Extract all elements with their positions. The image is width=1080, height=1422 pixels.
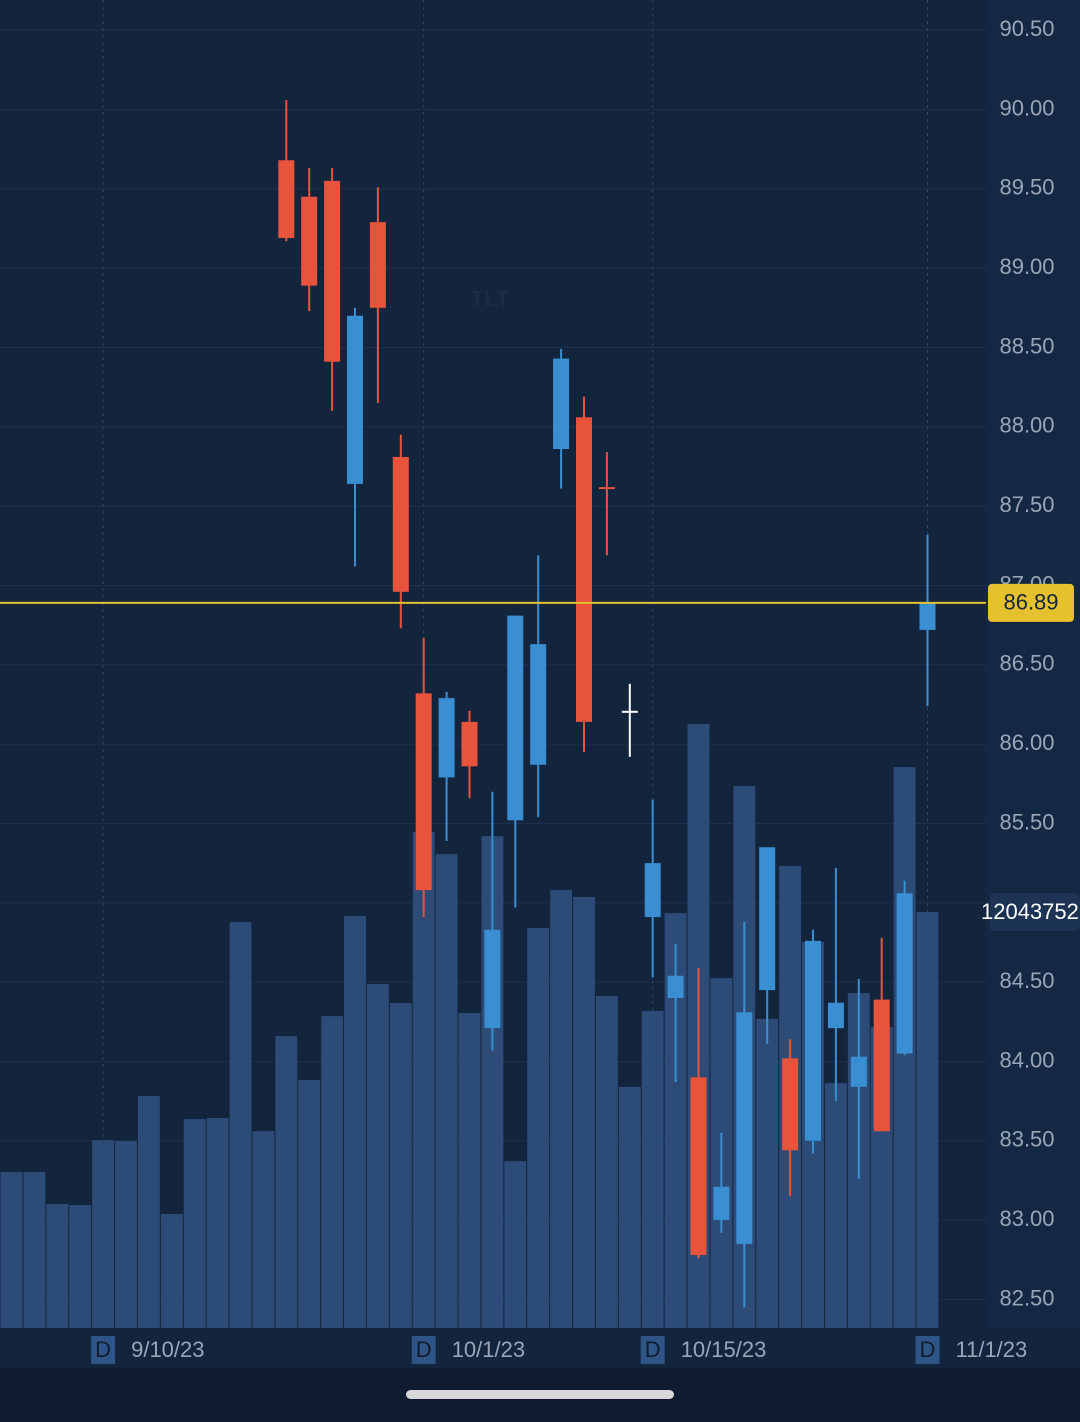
candle-body [805, 940, 821, 1141]
candle-body [598, 487, 615, 490]
y-tick-label: 84.50 [999, 968, 1054, 993]
volume-bar [69, 1205, 92, 1328]
price-axis-background [986, 0, 1080, 1328]
candle-body [369, 222, 386, 308]
candle-body [301, 196, 318, 286]
volume-bar [321, 1016, 344, 1328]
y-tick-label: 83.50 [999, 1127, 1054, 1152]
candle-body [782, 1058, 799, 1151]
volume-label-box [990, 893, 1080, 932]
candle-body [530, 644, 547, 765]
y-tick-label: 88.00 [999, 413, 1054, 438]
volume-bar [0, 1171, 23, 1328]
period-box [915, 1336, 940, 1364]
date-axis-background [0, 1328, 1080, 1368]
volume-bar [527, 928, 550, 1328]
candle-body [576, 417, 592, 722]
candle-body [507, 615, 524, 821]
volume-bar [298, 1080, 321, 1328]
y-tick-label: 85.50 [999, 809, 1054, 834]
volume-bar [160, 1214, 183, 1328]
volume-bar [137, 1095, 160, 1328]
candle-body [850, 1056, 867, 1087]
candle-body [713, 1186, 730, 1221]
volume-bar [389, 1002, 412, 1328]
volume-bar [252, 1131, 275, 1328]
volume-bar [183, 1119, 206, 1328]
candle-body [827, 1002, 844, 1029]
period-marker: D [95, 1337, 111, 1362]
y-tick-label: 89.00 [999, 254, 1054, 279]
volume-bar [550, 890, 573, 1328]
candle-body [621, 710, 638, 713]
y-tick-label: 87.50 [999, 492, 1054, 517]
candle-body [461, 721, 478, 767]
volume-bar [206, 1118, 229, 1328]
candle-body [896, 893, 913, 1054]
y-tick-label: 86.50 [999, 651, 1054, 676]
y-tick-label: 83.00 [999, 1206, 1054, 1231]
x-tick-label: 10/15/23 [681, 1337, 767, 1362]
volume-bar [756, 1018, 779, 1328]
x-tick-label: 10/1/23 [452, 1337, 525, 1362]
volume-bar [115, 1141, 137, 1328]
volume-bar [824, 1083, 847, 1328]
candle-body [736, 1012, 753, 1244]
volume-bar [618, 1086, 641, 1328]
last-price-label: 86.89 [1003, 590, 1058, 615]
volume-bar [435, 854, 458, 1328]
candle-body [644, 863, 661, 918]
volume-bar [344, 915, 366, 1328]
candle-body [667, 975, 684, 998]
y-tick-label: 90.00 [999, 95, 1054, 120]
volume-label: 12043752 [981, 899, 1079, 924]
candle-body [484, 929, 501, 1029]
x-tick-label: 11/1/23 [956, 1337, 1028, 1362]
y-tick-label: 89.50 [999, 175, 1054, 200]
volume-bar [275, 1036, 298, 1328]
x-tick-label: 9/10/23 [131, 1337, 204, 1362]
y-tick-label: 82.50 [999, 1285, 1054, 1310]
period-box [411, 1336, 436, 1364]
y-tick-label: 88.50 [999, 333, 1054, 358]
volume-bar [664, 913, 687, 1328]
candle-body [278, 160, 295, 238]
volume-bar [23, 1171, 46, 1328]
y-tick-label: 90.50 [999, 16, 1054, 41]
y-tick-label: 86.00 [999, 730, 1054, 755]
y-tick-label: 84.00 [999, 1047, 1054, 1072]
volume-bar [595, 996, 618, 1328]
candle-body [873, 999, 890, 1132]
volume-bar [366, 983, 389, 1328]
period-marker: D [416, 1337, 432, 1362]
candle-body [919, 602, 936, 630]
home-indicator[interactable] [406, 1390, 674, 1399]
volume-bar [458, 1013, 481, 1328]
candle-body [347, 315, 363, 484]
volume-bar [504, 1161, 527, 1328]
last-price-box [988, 583, 1074, 622]
candle-body [438, 698, 455, 778]
period-marker: D [645, 1337, 661, 1362]
candle-body [553, 358, 570, 450]
candle-body [392, 456, 409, 592]
watermark: TLT [471, 286, 510, 311]
period-box [91, 1336, 116, 1364]
volume-bar [46, 1204, 69, 1328]
period-box [640, 1336, 665, 1364]
candle-body [324, 180, 341, 362]
candle-body [415, 693, 432, 891]
candle-body [759, 847, 776, 991]
volume-bar [229, 922, 252, 1328]
volume-bar [573, 896, 595, 1328]
candle-body [690, 1077, 707, 1256]
period-marker: D [920, 1337, 936, 1362]
